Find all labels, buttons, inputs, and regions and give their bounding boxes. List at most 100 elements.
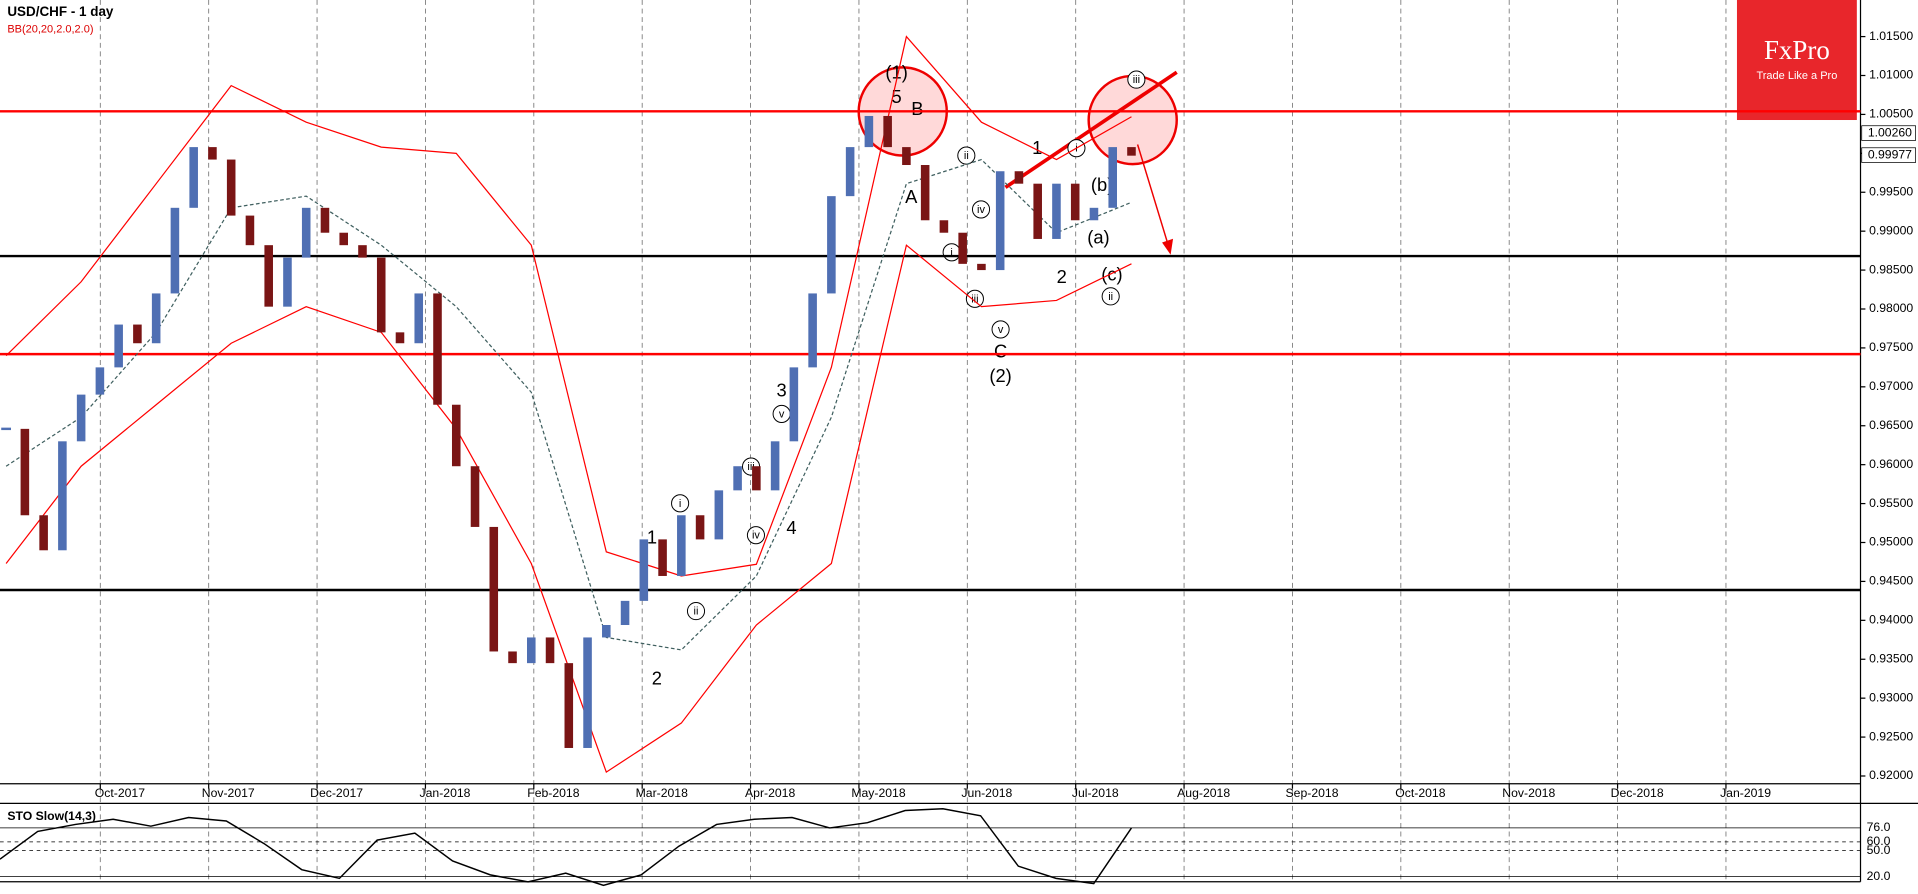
wave-label: A	[905, 186, 918, 207]
wave-circle	[746, 526, 765, 545]
candle	[20, 428, 30, 516]
candle	[189, 147, 198, 208]
candle	[339, 232, 349, 246]
candle	[902, 147, 911, 166]
candle	[658, 539, 667, 576]
y-tick-label: 20.0	[1867, 869, 1891, 883]
candle	[620, 600, 630, 626]
logo-tagline: Trade Like a Pro	[1756, 70, 1837, 82]
price-tag	[1861, 147, 1916, 163]
y-tick-label: 0.98000	[1869, 301, 1913, 315]
wave-label: 5	[892, 86, 902, 107]
candle	[245, 215, 255, 246]
x-tick-label: Oct-2018	[1395, 786, 1445, 800]
wave-label: (a)	[1087, 227, 1109, 248]
candle	[151, 293, 161, 344]
y-tick-label: 0.99000	[1869, 223, 1913, 237]
candle	[395, 332, 405, 344]
wave-label: (b)	[1091, 174, 1113, 195]
wave-label: ii	[964, 150, 969, 162]
wave-circle	[991, 320, 1010, 339]
candle	[639, 539, 649, 601]
candle	[133, 324, 142, 344]
wave-label: 3	[777, 380, 787, 401]
candle	[283, 257, 292, 307]
wave-label: i	[679, 498, 681, 510]
y-tick-label: 0.99500	[1869, 184, 1913, 198]
arrow-head	[1162, 238, 1174, 255]
y-tick-label: 0.94500	[1869, 574, 1913, 588]
candle	[451, 404, 461, 467]
x-tick-label: Oct-2017	[95, 786, 145, 800]
candle	[564, 663, 574, 748]
y-tick-label: 0.96500	[1869, 418, 1913, 432]
y-tick-label: 1.01000	[1869, 68, 1913, 82]
wave-label: B	[911, 98, 923, 119]
y-tick-label: 0.97000	[1869, 379, 1913, 393]
wave-circle	[971, 200, 991, 219]
candle	[208, 147, 217, 160]
price-tag	[1861, 125, 1916, 141]
y-tick-label: 0.98500	[1869, 262, 1913, 276]
wave-circle	[686, 602, 706, 621]
wave-label: iv	[977, 204, 985, 216]
candle	[414, 293, 424, 344]
wave-label: iii	[747, 461, 754, 473]
y-tick-label: 0.95000	[1869, 535, 1913, 549]
candle	[39, 515, 48, 551]
wave-label: C	[994, 341, 1007, 362]
wave-label: 4	[786, 517, 796, 538]
wave-label: v	[998, 324, 1004, 336]
candle	[470, 466, 480, 527]
candle	[114, 324, 123, 368]
x-tick-label: Aug-2018	[1177, 786, 1230, 800]
y-tick-label: 0.93500	[1869, 651, 1913, 665]
candle	[995, 171, 1005, 271]
y-tick-label: 0.96000	[1869, 457, 1913, 471]
x-tick-label: Jun-2018	[961, 786, 1012, 800]
candle	[1014, 171, 1024, 184]
y-tick-label: 0.94000	[1869, 613, 1913, 627]
candle	[433, 293, 442, 405]
candle	[695, 515, 705, 540]
wave-circle	[1101, 287, 1120, 306]
drawings: (1)5BA12(b)(a)(c)C(2)1234iiiiiiivviiivii…	[647, 61, 1178, 689]
candle	[602, 625, 611, 638]
wave-label: v	[779, 408, 785, 420]
candle	[1070, 183, 1080, 221]
candle	[733, 466, 742, 491]
x-tick-label: Dec-2017	[310, 786, 363, 800]
wave-label: 2	[652, 668, 662, 689]
stoch-line	[0, 808, 1133, 887]
x-tick-label: Mar-2018	[636, 786, 688, 800]
x-tick-label: Jan-2018	[420, 786, 471, 800]
y-tick-label: 1.01500	[1869, 29, 1913, 43]
wave-label: ii	[694, 606, 699, 618]
wave-label: 1	[647, 527, 657, 548]
candle	[226, 159, 236, 216]
candle	[883, 115, 892, 148]
candle	[1108, 147, 1117, 208]
wave-circle	[957, 146, 976, 165]
x-tick-label: Jul-2018	[1072, 786, 1119, 800]
stoch-title: STO Slow(14,3)	[7, 809, 96, 823]
bollinger-upper	[5, 35, 1132, 577]
candle	[808, 293, 817, 368]
x-tick-label: Sep-2018	[1286, 786, 1339, 800]
y-tick-label: 76.0	[1867, 820, 1891, 834]
chart-title: USD/CHF - 1 day	[7, 4, 114, 19]
candle	[977, 263, 986, 271]
price-tag-label: 0.99977	[1868, 147, 1912, 161]
candle	[527, 637, 536, 664]
candle	[864, 115, 874, 148]
candle	[376, 257, 386, 333]
trend-line	[1004, 70, 1178, 189]
candle	[1127, 147, 1136, 156]
x-tick-label: Nov-2017	[202, 786, 255, 800]
candle	[170, 207, 180, 294]
x-tick-label: Nov-2018	[1502, 786, 1555, 800]
y-tick-label: 50.0	[1867, 843, 1891, 857]
